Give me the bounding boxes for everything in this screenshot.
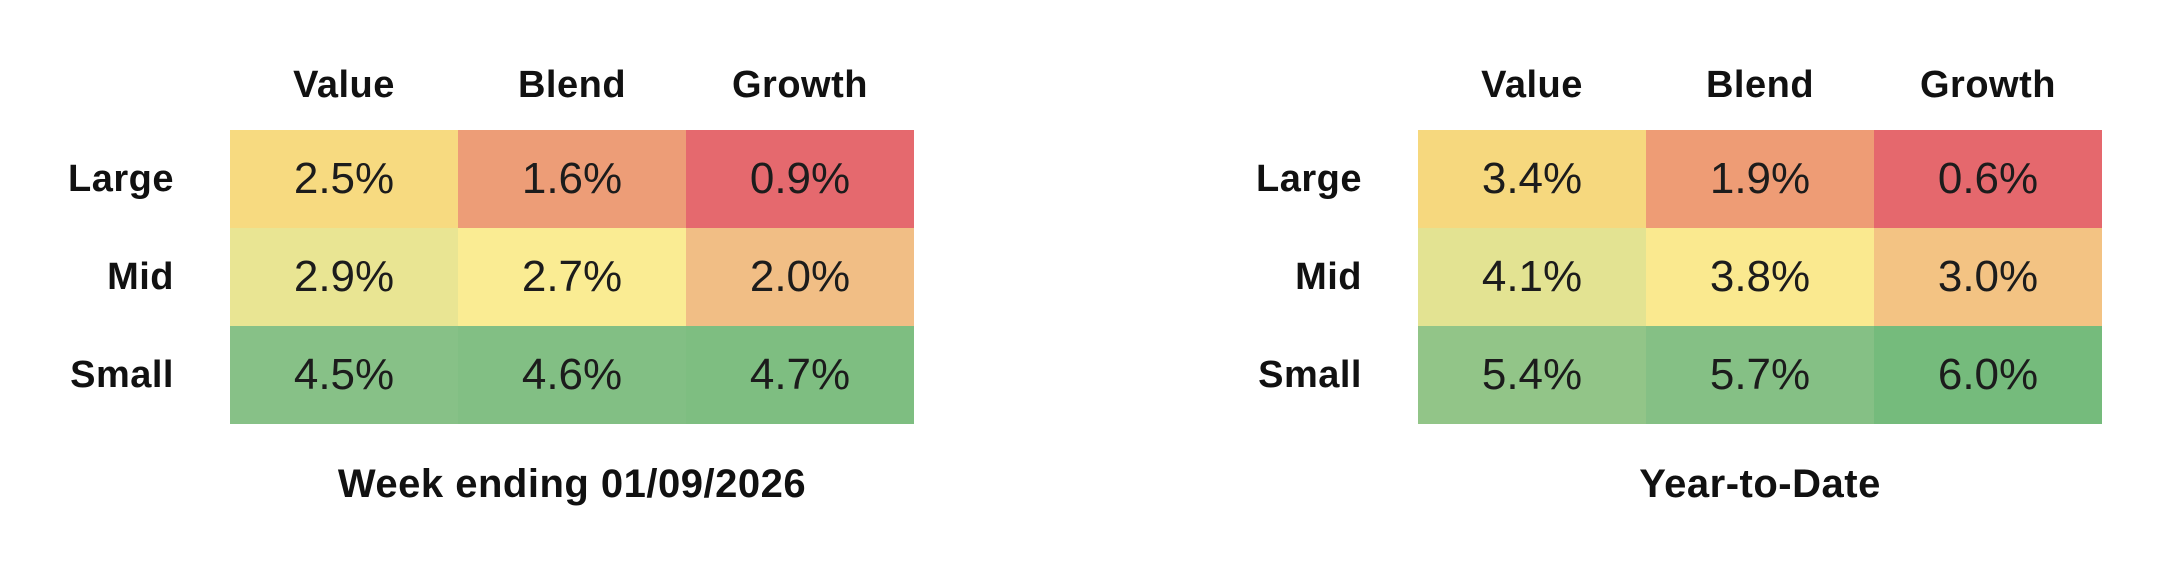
cell-mid-value: 2.9%: [230, 228, 458, 326]
cell-mid-value: 4.1%: [1418, 228, 1646, 326]
cell-small-blend: 5.7%: [1646, 326, 1874, 424]
cell-small-value: 5.4%: [1418, 326, 1646, 424]
cell-mid-growth: 2.0%: [686, 228, 914, 326]
cell-small-growth: 4.7%: [686, 326, 914, 424]
heatmap-week-title: Week ending 01/09/2026: [337, 462, 807, 506]
col-header-value: Value: [293, 63, 395, 106]
cell-large-blend: 1.9%: [1646, 130, 1874, 228]
corner-spacer: [1250, 40, 1418, 130]
col-header-value: Value: [1481, 63, 1583, 106]
cell-mid-blend: 2.7%: [458, 228, 686, 326]
cell-large-blend: 1.6%: [458, 130, 686, 228]
heatmap-week: Value Blend Growth Large 2.5% 1.6% 0.9% …: [62, 40, 914, 424]
row-label-large: Large: [1256, 157, 1362, 200]
col-header-blend: Blend: [517, 63, 627, 106]
row-label-small: Small: [1258, 353, 1362, 396]
cell-large-value: 2.5%: [230, 130, 458, 228]
row-label-small: Small: [70, 353, 174, 396]
cell-small-blend: 4.6%: [458, 326, 686, 424]
cell-mid-blend: 3.8%: [1646, 228, 1874, 326]
corner-spacer: [62, 40, 230, 130]
col-header-blend: Blend: [1705, 63, 1815, 106]
cell-large-growth: 0.6%: [1874, 130, 2102, 228]
heatmap-ytd-title: Year-to-Date: [1639, 462, 1881, 506]
cell-small-value: 4.5%: [230, 326, 458, 424]
row-label-large: Large: [68, 157, 174, 200]
col-header-growth: Growth: [732, 63, 868, 106]
row-label-mid: Mid: [107, 255, 174, 298]
cell-large-growth: 0.9%: [686, 130, 914, 228]
row-label-mid: Mid: [1295, 255, 1362, 298]
cell-mid-growth: 3.0%: [1874, 228, 2102, 326]
col-header-growth: Growth: [1920, 63, 2056, 106]
cell-large-value: 3.4%: [1418, 130, 1646, 228]
cell-small-growth: 6.0%: [1874, 326, 2102, 424]
heatmap-ytd: Value Blend Growth Large 3.4% 1.9% 0.6% …: [1250, 40, 2102, 424]
